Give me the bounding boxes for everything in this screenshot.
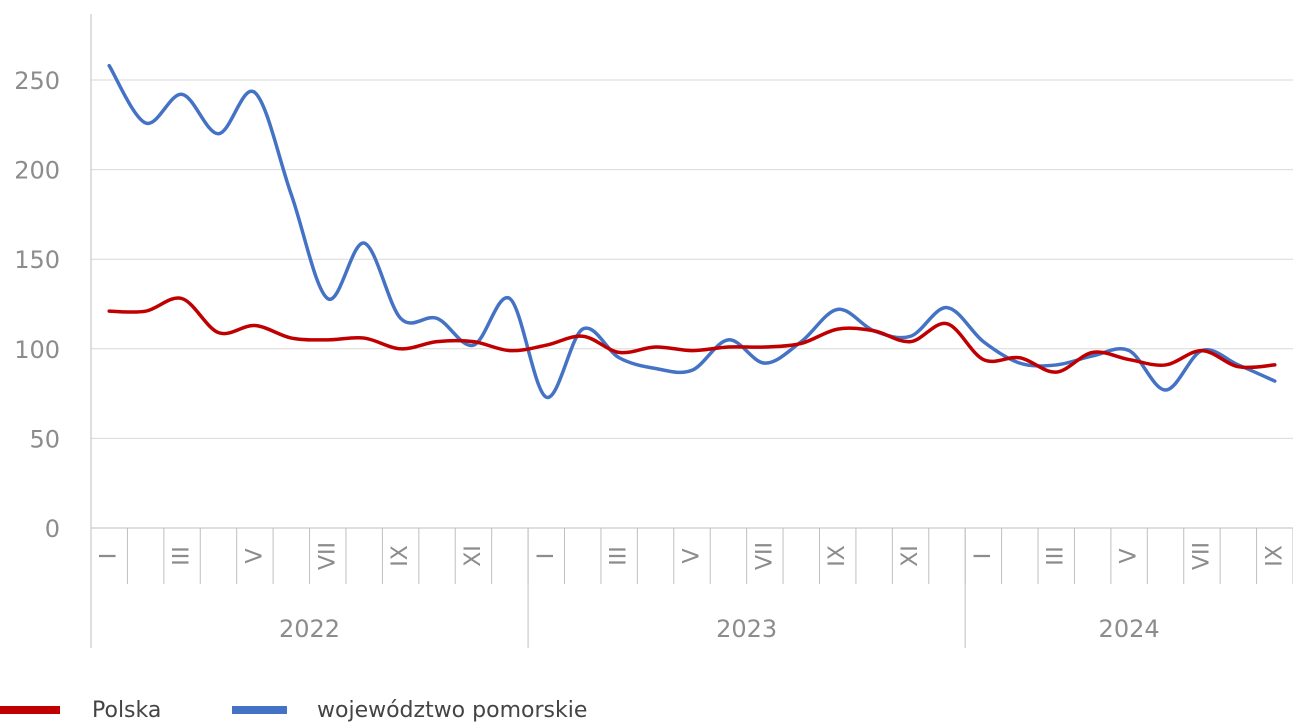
x-tick-label: XI — [898, 545, 923, 567]
legend-item-pomorskie: województwo pomorskie — [232, 695, 587, 725]
x-tick-label: IX — [388, 545, 413, 567]
x-tick-label: III — [607, 546, 632, 565]
y-tick-label: 250 — [14, 67, 60, 95]
legend-label-pomorskie: województwo pomorskie — [317, 697, 588, 723]
x-tick-label: XI — [461, 545, 486, 567]
axes — [90, 14, 1293, 648]
legend-label-polska: Polska — [92, 697, 162, 723]
x-tick-label: I — [971, 553, 996, 560]
x-tick-label: I — [97, 553, 122, 560]
y-tick-label: 100 — [14, 336, 60, 364]
gridlines — [91, 79, 1293, 439]
y-tick-label: 200 — [14, 157, 60, 185]
x-tick-label: VII — [315, 542, 340, 570]
y-tick-label: 0 — [45, 515, 60, 543]
x-tick-label: IX — [825, 545, 850, 567]
x-tick-label: VII — [752, 542, 777, 570]
legend-swatch-polska — [0, 706, 60, 714]
legend-item-polska: Polska — [0, 695, 161, 725]
x-tick-label: VII — [1189, 542, 1214, 570]
x-tick-label: III — [170, 546, 195, 565]
y-axis-ticks: 0 50 100 150 200 250 — [14, 67, 60, 543]
x-tick-label: V — [680, 548, 705, 563]
year-label: 2023 — [716, 615, 777, 643]
series-line-polska — [107, 296, 1277, 374]
y-tick-label: 150 — [14, 246, 60, 274]
series-lines — [107, 63, 1277, 399]
y-tick-label: 50 — [29, 425, 60, 453]
series-line-pomorskie — [107, 63, 1277, 399]
legend-swatch-pomorskie — [232, 706, 287, 714]
x-tick-label: V — [242, 548, 267, 563]
x-tick-label: IX — [1262, 545, 1287, 567]
x-tick-label: I — [534, 553, 559, 560]
year-label: 2024 — [1099, 615, 1160, 643]
x-tick-label: V — [1117, 548, 1142, 563]
x-tick-label: III — [1044, 546, 1069, 565]
year-label: 2022 — [279, 615, 340, 643]
